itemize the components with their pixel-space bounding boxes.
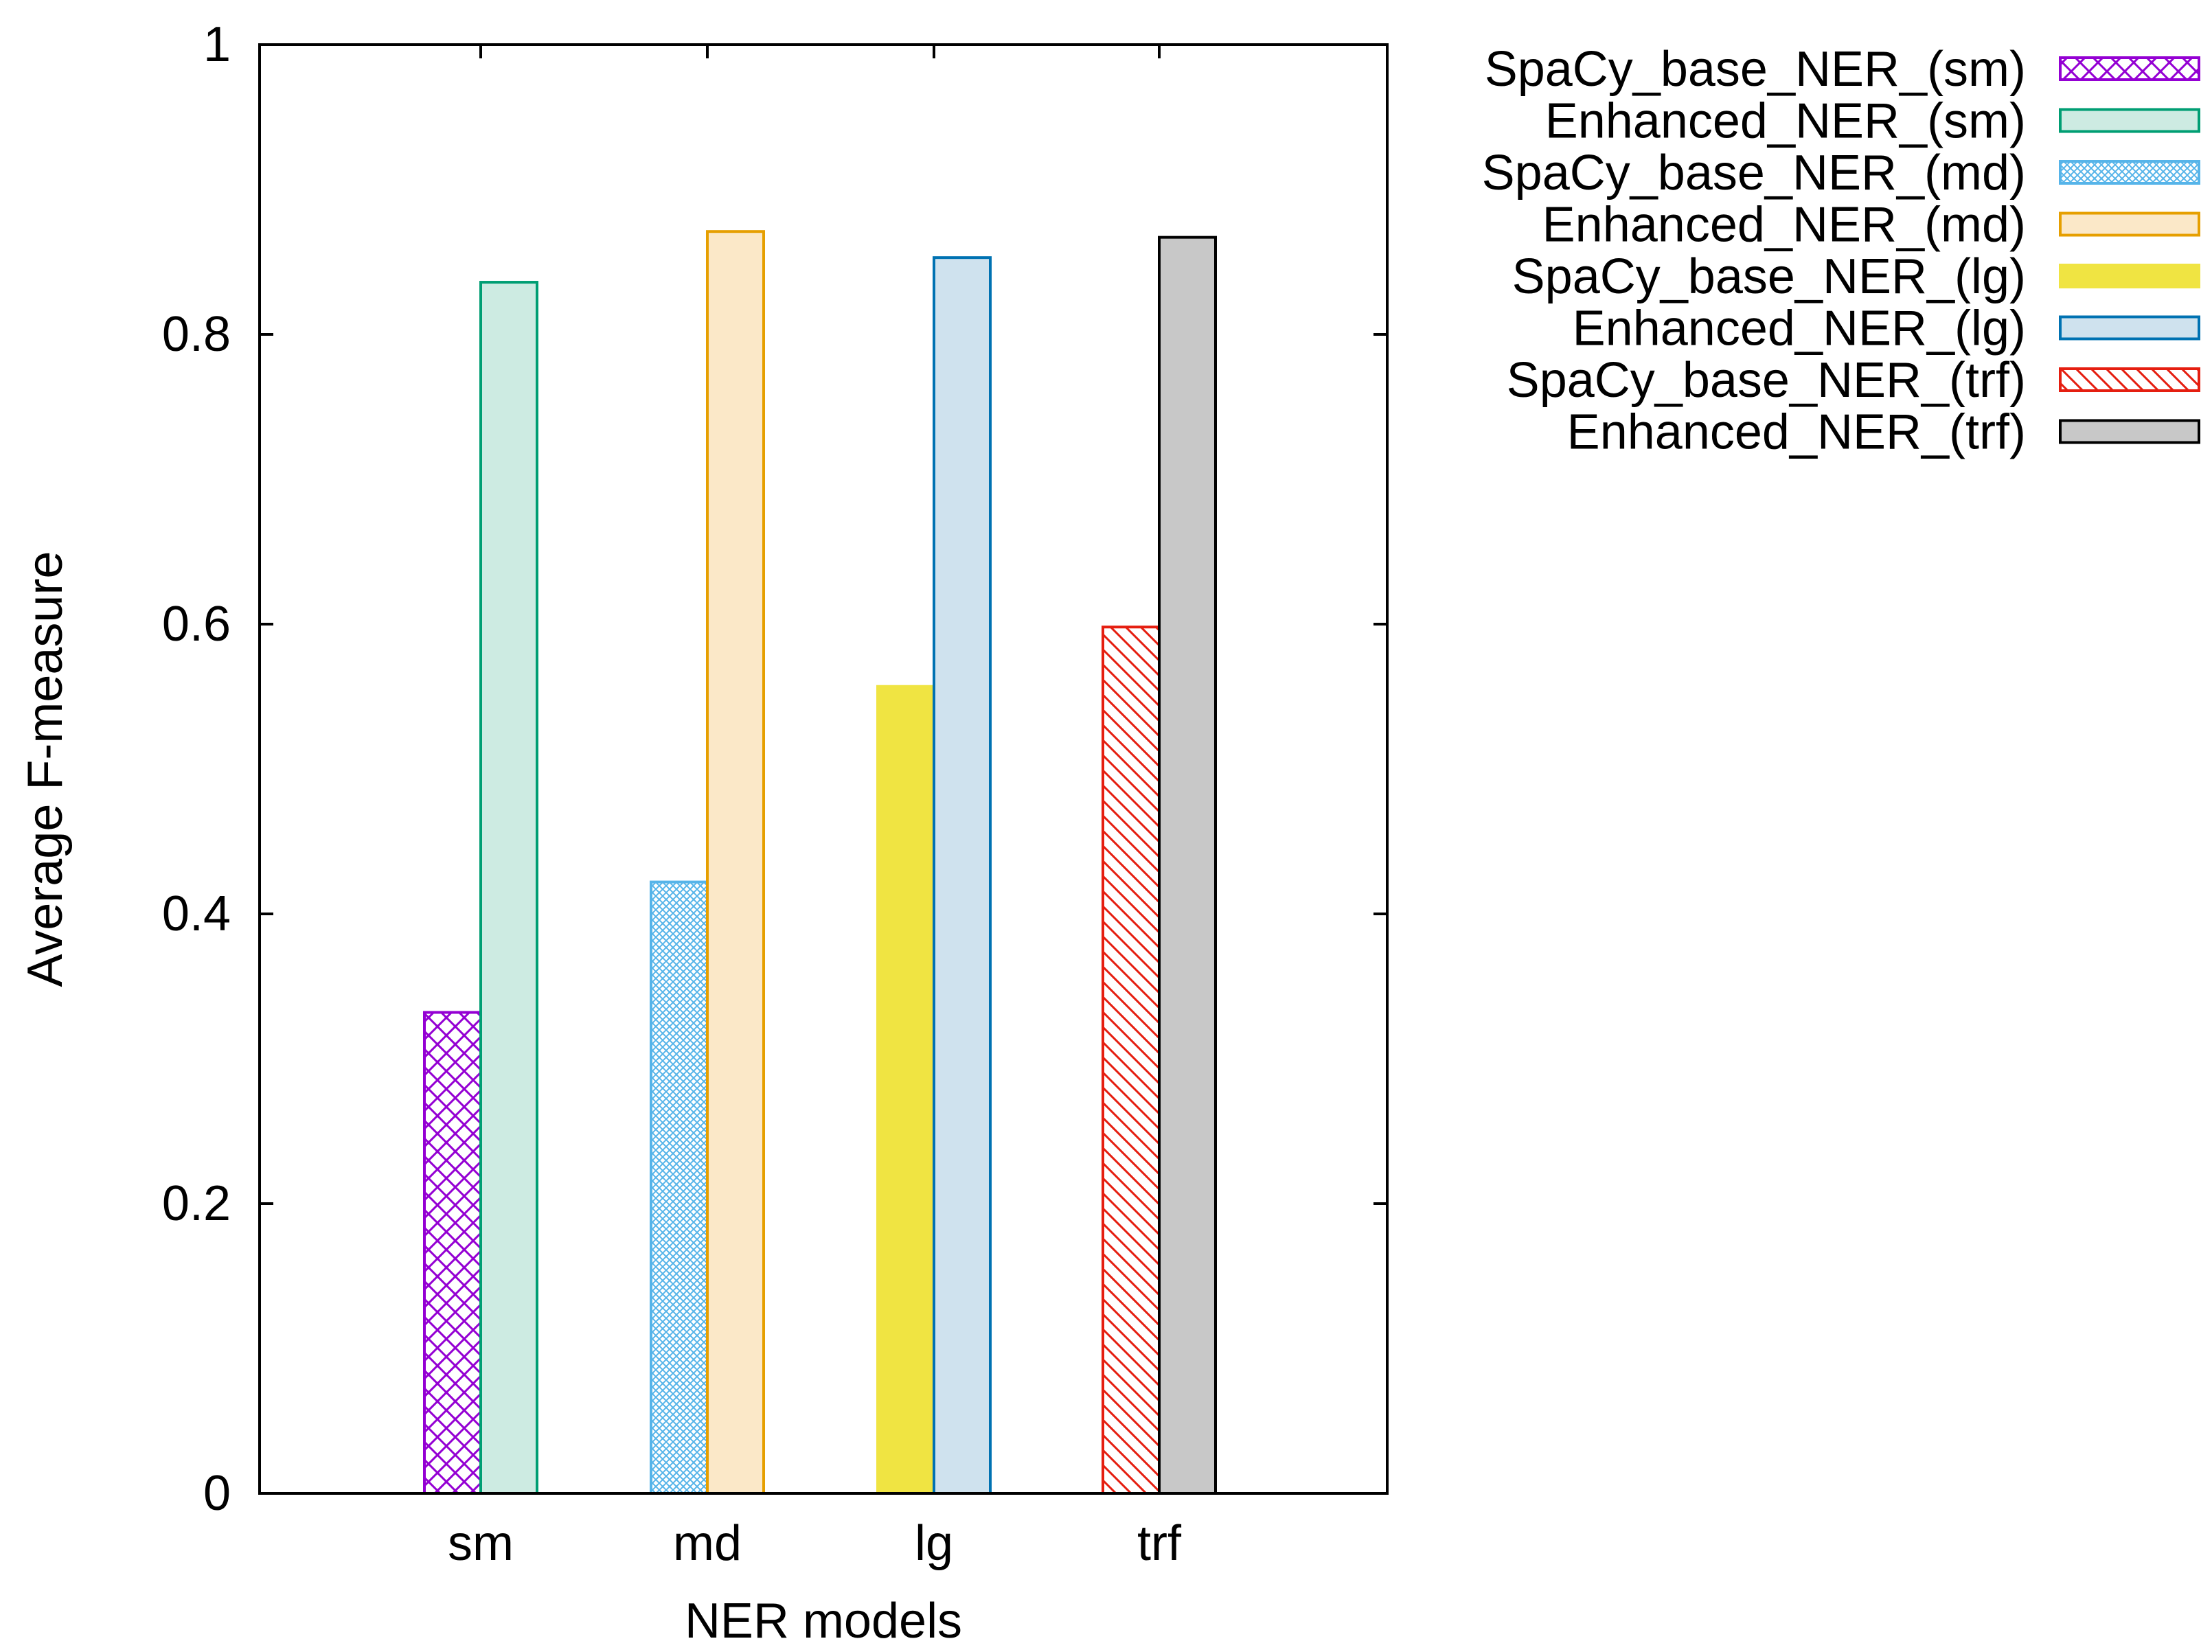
bar-spacy-base-ner-lg	[876, 685, 935, 1495]
bar-spacy-base-ner-md	[650, 880, 709, 1495]
legend-swatch	[2059, 264, 2200, 288]
bar-enhanced-ner-lg	[933, 256, 992, 1495]
legend-label: Enhanced_NER_(md)	[1542, 198, 2026, 253]
legend-swatch	[2059, 211, 2200, 237]
y-tick-label: 0.2	[162, 1176, 231, 1231]
y-tick-label: 1	[203, 17, 231, 72]
y-tick-label: 0.8	[162, 307, 231, 362]
legend-label: Enhanced_NER_(sm)	[1545, 94, 2026, 149]
legend-label: SpaCy_base_NER_(md)	[1482, 146, 2026, 200]
legend-label: SpaCy_base_NER_(lg)	[1512, 249, 2026, 304]
y-tick-label: 0.6	[162, 597, 231, 652]
legend-label: Enhanced_NER_(trf)	[1567, 405, 2026, 460]
bars	[423, 230, 1217, 1495]
bar-spacy-base-ner-trf	[1102, 626, 1161, 1495]
legend-label: SpaCy_base_NER_(sm)	[1485, 42, 2026, 97]
x-tick-label: md	[673, 1516, 742, 1571]
y-tick-label: 0.4	[162, 886, 231, 941]
legend: SpaCy_base_NER_(sm)Enhanced_NER_(sm)SpaC…	[1482, 42, 2200, 460]
y-tick-label: 0	[203, 1466, 231, 1521]
tick-labels: 0 0.2 0.4 0.6 0.8 1 sm md lg trf	[162, 17, 1182, 1571]
x-tick-label: lg	[915, 1516, 953, 1571]
x-tick-label: sm	[448, 1516, 514, 1571]
legend-swatch	[2059, 419, 2200, 444]
bar-enhanced-ner-trf	[1158, 236, 1217, 1495]
x-axis-label: NER models	[685, 1594, 962, 1649]
x-tick-label: trf	[1137, 1516, 1182, 1571]
plot-area-frame	[258, 43, 1389, 1495]
legend-label: Enhanced_NER_(lg)	[1573, 301, 2026, 356]
bar-enhanced-ner-md	[706, 230, 765, 1495]
bar-enhanced-ner-sm	[479, 281, 538, 1495]
legend-label: SpaCy_base_NER_(trf)	[1507, 353, 2026, 408]
legend-swatch	[2059, 56, 2200, 81]
legend-swatch	[2059, 108, 2200, 133]
legend-swatch	[2059, 315, 2200, 341]
bar-spacy-base-ner-sm	[423, 1011, 482, 1495]
legend-swatch	[2059, 367, 2200, 392]
y-axis-label: Average F-measure	[18, 551, 73, 987]
legend-swatch	[2059, 160, 2200, 185]
